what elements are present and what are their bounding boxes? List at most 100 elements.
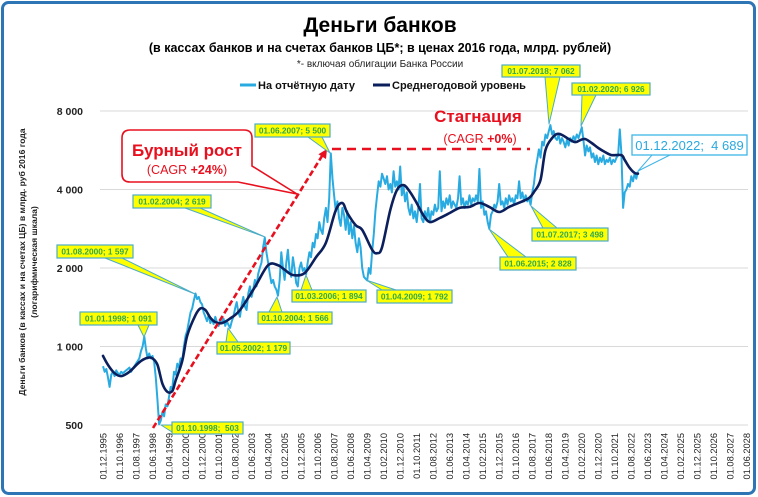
x-tick-label: 01.12.2025 (693, 433, 703, 480)
x-tick-label: 01.12.1995 (98, 433, 108, 480)
callout-label: 01.10.2004; 1 566 (261, 313, 329, 323)
y-axis-ticks: 8 000 4 000 2 000 1 000 500 (57, 106, 83, 432)
callout-label: 01.04.2009; 1 792 (381, 292, 449, 302)
callout-box (531, 227, 609, 242)
callout-2015-06: 01.06.2015; 2 828 (488, 228, 577, 271)
cagr-open: (CAGR (147, 163, 191, 177)
plot-series (101, 124, 640, 426)
stagnation-title: Стагнация (434, 107, 522, 126)
chart-footnote: *- включая облигации Банка России (297, 58, 463, 70)
callout-label: 01.03.2006; 1 894 (295, 291, 363, 301)
x-tick-label: 01.04.1999 (164, 433, 174, 480)
growth-callout-bubble (121, 129, 298, 195)
growth-callout: Бурный рост (CAGR +24%) (121, 129, 298, 195)
x-tick-label: 01.02.2025 (676, 433, 686, 480)
y-axis-title-line2: (логарифмическая шкала) (29, 206, 39, 318)
callout-2007-06: 01.06.2007; 5 500 (254, 123, 331, 154)
callout-label: 01.07.2017; 3 498 (536, 230, 604, 240)
callout-box (254, 123, 331, 138)
callout-label: 01.06.2015; 2 828 (504, 259, 572, 269)
x-tick-label: 01.10.2016 (511, 433, 521, 480)
x-tick-label: 01.08.2027 (726, 433, 736, 480)
callout-label: 01.02.2004; 2 619 (138, 197, 206, 207)
x-tick-label: 01.04.2014 (462, 433, 472, 480)
callout-2000-08: 01.08.2000; 1 597 (56, 244, 196, 295)
chart-subtitle: (в кассах банков и на счетах банков ЦБ*;… (149, 41, 611, 55)
growth-callout-title: Бурный рост (132, 141, 242, 160)
callout-2004-02: 01.02.2004; 2 619 (132, 194, 266, 238)
cagr-open: (CAGR (443, 132, 487, 146)
x-tick-label: 01.06.2023 (643, 433, 653, 480)
x-tick-label: 01.06.2008 (346, 433, 356, 480)
cagr-value: +24% (191, 163, 223, 177)
x-tick-label: 01.10.2011 (412, 433, 422, 479)
callout-box (631, 134, 748, 156)
x-tick-label: 01.12.2005 (296, 433, 306, 480)
x-tick-label: 01.10.2026 (709, 433, 719, 480)
x-tick-label: 01.04.2019 (561, 433, 571, 480)
legend: На отчётную дату Среднегодовой уровень (240, 80, 526, 92)
callout-label: 01.05.2002; 1 179 (220, 343, 288, 353)
x-tick-label: 01.12.2015 (495, 433, 505, 480)
callout-label: 01.07.2018; 7 062 (507, 66, 575, 76)
callout-box (79, 311, 158, 326)
series-line-report (102, 124, 639, 426)
arrowhead-icon (318, 149, 327, 159)
callout-box (291, 289, 367, 303)
callout-2002-05: 01.05.2002; 1 179 (216, 327, 291, 355)
callout-2020-02: 01.02.2020; 6 926 (571, 82, 651, 127)
series-line-annual-average (101, 132, 640, 394)
legend-item-average: Среднегодовой уровень (373, 80, 526, 92)
x-tick-label: 01.10.2006 (313, 433, 323, 480)
callout-box (376, 289, 453, 304)
x-tick-label: 01.08.2007 (329, 433, 339, 480)
x-tick-label: 01.02.2005 (280, 433, 290, 480)
x-tick-label: 01.06.1998 (148, 433, 158, 480)
legend-label: На отчётную дату (258, 80, 356, 92)
x-axis-ticks: 01.12.1995 01.10.1996 01.08.1997 01.06.1998… (98, 433, 752, 480)
callout-label: 01.02.2020; 6 926 (577, 84, 645, 94)
cagr-close: ) (512, 132, 516, 146)
cagr-value: +0% (487, 132, 512, 146)
x-tick-label: 01.04.2009 (363, 433, 373, 480)
x-tick-label: 01.12.2000 (197, 433, 207, 480)
x-tick-label: 01.06.2003 (247, 433, 257, 480)
x-tick-label: 01.10.2021 (610, 433, 620, 480)
legend-label: Среднегодовой уровень (392, 80, 526, 92)
growth-dashed-line (151, 155, 324, 429)
x-tick-label: 01.08.2022 (627, 433, 637, 480)
x-tick-label: 01.06.2013 (445, 433, 455, 480)
callout-box (257, 311, 333, 325)
growth-callout-cagr: (CAGR +24%) (147, 163, 227, 177)
callout-2004-10: 01.10.2004; 1 566 (257, 296, 333, 325)
x-tick-label: 01.04.2024 (660, 433, 670, 480)
x-tick-label: 01.12.2020 (594, 433, 604, 480)
y-axis-title-line1: Деньги банков (в кассах и на счетах ЦБ) … (17, 128, 27, 395)
callout-label: 01.08.2000; 1 597 (61, 247, 129, 257)
y-tick-label: 2 000 (57, 263, 83, 275)
x-tick-label: 01.12.2010 (396, 433, 406, 480)
callout-box (499, 256, 577, 271)
x-tick-label: 01.10.2001 (214, 433, 224, 480)
x-tick-label: 01.08.2012 (429, 433, 439, 480)
growth-trend-arrow (151, 149, 327, 429)
callout-box (571, 82, 651, 96)
callout-box (216, 341, 291, 355)
x-tick-label: 01.10.1996 (115, 433, 125, 480)
y-tick-label: 1 000 (57, 342, 83, 354)
y-axis-title: Деньги банков (в кассах и на счетах ЦБ) … (17, 128, 39, 395)
callout-1998-01: 01.01.1998; 1 091 (79, 311, 158, 338)
chart-title: Деньги банков (303, 14, 456, 37)
x-tick-label: 01.08.1997 (131, 433, 141, 480)
legend-item-report: На отчётную дату (240, 80, 356, 92)
callout-box (132, 194, 212, 209)
x-tick-label: 01.06.2018 (544, 433, 554, 480)
x-tick-label: 01.02.2000 (181, 433, 191, 480)
x-tick-label: 01.02.2020 (577, 433, 587, 480)
callout-label: 01.06.2007; 5 500 (259, 126, 327, 136)
callout-box (56, 244, 134, 259)
y-tick-label: 4 000 (57, 185, 83, 197)
callout-2009-04: 01.04.2009; 1 792 (365, 279, 453, 304)
stagnation-label: Стагнация (CAGR +0%) (434, 107, 522, 146)
